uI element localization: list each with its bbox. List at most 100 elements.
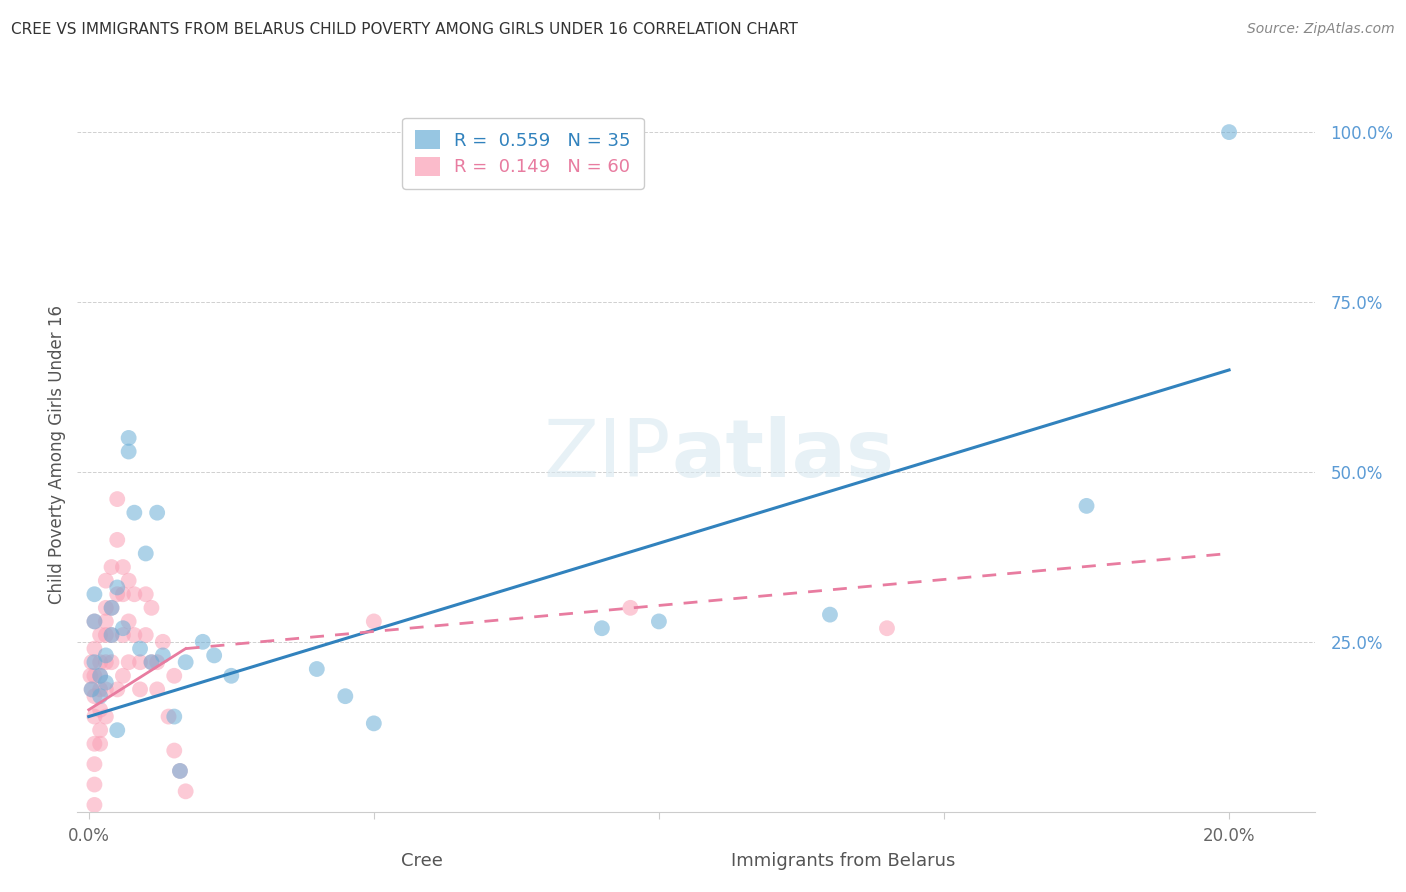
Point: [219, 669, 242, 683]
Point: [117, 431, 139, 445]
Point: [89, 628, 111, 642]
Point: [157, 709, 180, 723]
Point: [94, 648, 117, 663]
Point: [83, 615, 105, 629]
Text: Source: ZipAtlas.com: Source: ZipAtlas.com: [1247, 22, 1395, 37]
Point: [83, 757, 105, 772]
Point: [141, 600, 163, 615]
Point: [124, 587, 146, 601]
Point: [94, 675, 117, 690]
Point: [124, 506, 146, 520]
Point: [94, 709, 117, 723]
Point: [117, 444, 139, 458]
Point: [89, 655, 111, 669]
Y-axis label: Child Poverty Among Girls Under 16: Child Poverty Among Girls Under 16: [48, 305, 66, 605]
Point: [94, 682, 117, 697]
Point: [591, 621, 613, 635]
Point: [117, 574, 139, 588]
Point: [80, 655, 103, 669]
Point: [135, 587, 157, 601]
Point: [117, 655, 139, 669]
Point: [94, 615, 117, 629]
Point: [129, 655, 152, 669]
Point: [89, 682, 111, 697]
Point: [89, 669, 111, 683]
Point: [89, 703, 111, 717]
Point: [169, 764, 191, 778]
Point: [100, 600, 122, 615]
Point: [83, 778, 105, 792]
Point: [83, 641, 105, 656]
Point: [80, 682, 103, 697]
Point: [105, 682, 128, 697]
Point: [105, 492, 128, 507]
Point: [94, 655, 117, 669]
Point: [83, 737, 105, 751]
Point: [89, 689, 111, 703]
Point: [648, 615, 671, 629]
Point: [100, 655, 122, 669]
Text: Cree: Cree: [401, 852, 443, 870]
Point: [152, 648, 174, 663]
Point: [163, 709, 186, 723]
Point: [105, 533, 128, 547]
Point: [174, 655, 197, 669]
Point: [876, 621, 898, 635]
Point: [111, 621, 134, 635]
Point: [363, 716, 385, 731]
Point: [89, 723, 111, 738]
Point: [146, 506, 169, 520]
Point: [135, 546, 157, 560]
Point: [135, 628, 157, 642]
Point: [174, 784, 197, 798]
Point: [94, 600, 117, 615]
Point: [100, 628, 122, 642]
Point: [111, 560, 134, 574]
Point: [105, 587, 128, 601]
Point: [83, 615, 105, 629]
Point: [818, 607, 841, 622]
Point: [105, 581, 128, 595]
Legend: R =  0.559   N = 35, R =  0.149   N = 60: R = 0.559 N = 35, R = 0.149 N = 60: [402, 118, 644, 189]
Point: [83, 689, 105, 703]
Point: [619, 600, 641, 615]
Point: [89, 669, 111, 683]
Point: [83, 655, 105, 669]
Point: [83, 587, 105, 601]
Point: [146, 682, 169, 697]
Point: [1076, 499, 1098, 513]
Point: [83, 797, 105, 812]
Point: [111, 628, 134, 642]
Point: [80, 682, 103, 697]
Point: [111, 669, 134, 683]
Point: [89, 737, 111, 751]
Point: [100, 628, 122, 642]
Point: [141, 655, 163, 669]
Point: [146, 655, 169, 669]
Point: [202, 648, 225, 663]
Point: [117, 615, 139, 629]
Point: [305, 662, 328, 676]
Point: [83, 709, 105, 723]
Point: [191, 635, 214, 649]
Point: [163, 669, 186, 683]
Text: ZIP: ZIP: [544, 416, 671, 494]
Text: atlas: atlas: [671, 416, 894, 494]
Point: [129, 641, 152, 656]
Point: [94, 574, 117, 588]
Point: [83, 669, 105, 683]
Point: [129, 682, 152, 697]
Text: CREE VS IMMIGRANTS FROM BELARUS CHILD POVERTY AMONG GIRLS UNDER 16 CORRELATION C: CREE VS IMMIGRANTS FROM BELARUS CHILD PO…: [11, 22, 799, 37]
Point: [94, 628, 117, 642]
Point: [111, 587, 134, 601]
Point: [163, 743, 186, 757]
Point: [141, 655, 163, 669]
Point: [100, 600, 122, 615]
Point: [100, 560, 122, 574]
Point: [79, 669, 101, 683]
Point: [363, 615, 385, 629]
Point: [1218, 125, 1240, 139]
Text: Immigrants from Belarus: Immigrants from Belarus: [731, 852, 956, 870]
Point: [335, 689, 357, 703]
Point: [124, 628, 146, 642]
